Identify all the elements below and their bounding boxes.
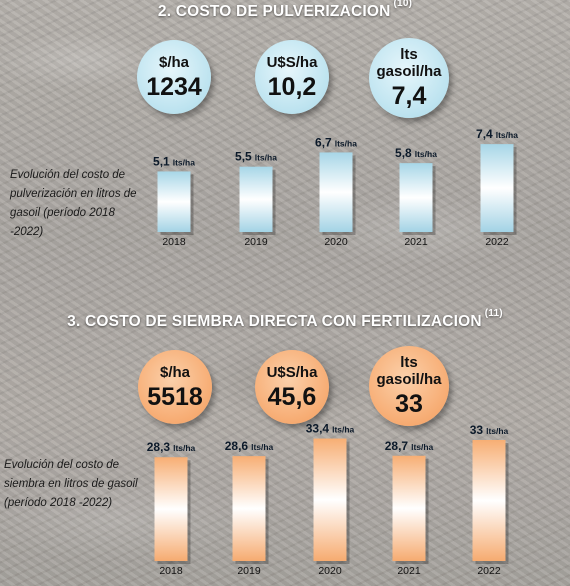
data-label-2022: 33 lts/ha [470,423,509,437]
tick-label-2020: 2020 [324,236,348,248]
bar-2020 [313,438,347,561]
tick-label-2019: 2019 [244,236,268,248]
section-title: 3. COSTO DE SIEMBRA DIRECTA CON FERTILIZ… [67,308,503,331]
bar-2019 [232,456,266,561]
bar-2021 [399,163,433,232]
cost-dollars-circle: U$S/ha 10,2 [255,40,329,114]
circle-unit: U$S/ha [266,363,318,381]
tick-label-2018: 2018 [162,236,186,248]
cost-pesos-circle: $/ha 5518 [138,350,212,424]
circle-value: 33 [395,390,423,418]
tick-label-2022: 2022 [485,236,509,248]
data-label-2021: 5,8 lts/ha [395,146,437,160]
data-label-2018: 5,1 lts/ha [153,154,195,168]
circle-value: 10,2 [267,72,317,101]
data-label-2018: 28,3 lts/ha [147,440,196,454]
circle-value: 45,6 [267,382,317,411]
bar-2022 [472,440,506,561]
data-label-2019: 5,5 lts/ha [235,150,277,164]
tick-label-2021: 2021 [397,565,421,577]
circle-unit: $/ha [158,53,189,71]
chart-description: Evolución del costo de siembra en litros… [4,459,138,509]
cost-pesos-circle: $/ha 1234 [137,40,211,114]
footnote-ref: (10) [393,0,413,9]
bar-chart-pulverizacion: 5,1 lts/ha 2018 5,5 lts/ha 2019 6,7 lts/ha 2020 5… [153,127,518,248]
section-siembra: 3. COSTO DE SIEMBRA DIRECTA CON FERTILIZ… [0,308,570,586]
section-pulverizacion: 2. COSTO DE PULVERIZACION (10) $/ha 1234 … [0,0,570,280]
bar-2020 [319,152,353,232]
tick-label-2020: 2020 [318,565,342,577]
cost-gasoil-circle: lts gasoil/ha 7,4 [369,38,449,118]
data-label-2020: 6,7 lts/ha [315,135,357,149]
circle-unit: lts gasoil/ha [376,46,442,80]
circle-value: 1234 [146,72,202,101]
circle-unit: U$S/ha [266,53,318,71]
circle-value: 5518 [147,382,203,411]
data-label-2021: 28,7 lts/ha [385,439,434,453]
circle-value: 7,4 [391,82,427,110]
tick-label-2021: 2021 [404,236,428,248]
cost-gasoil-circle: lts gasoil/ha 33 [369,346,449,426]
tick-label-2019: 2019 [237,565,261,577]
bar-2018 [157,171,191,232]
tick-label-2018: 2018 [159,565,183,577]
tick-label-2022: 2022 [477,565,501,577]
data-label-2020: 33,4 lts/ha [306,422,355,436]
circle-unit: lts gasoil/ha [376,354,442,388]
chart-description: Evolución del costo de pulverización en … [10,169,137,238]
bar-2022 [480,144,514,232]
data-label-2022: 7,4 lts/ha [476,127,518,141]
section-title: 2. COSTO DE PULVERIZACION (10) [157,0,413,21]
footnote-ref: (11) [484,308,503,319]
data-label-2019: 28,6 lts/ha [225,439,274,453]
bar-2019 [239,166,273,232]
cost-dollars-circle: U$S/ha 45,6 [255,350,329,424]
bar-2018 [154,457,188,561]
bar-2021 [392,455,426,561]
bar-chart-siembra: 28,3 lts/ha 2018 28,6 lts/ha 2019 33,4 lts/ha 20… [147,422,509,577]
circle-unit: $/ha [159,363,190,381]
